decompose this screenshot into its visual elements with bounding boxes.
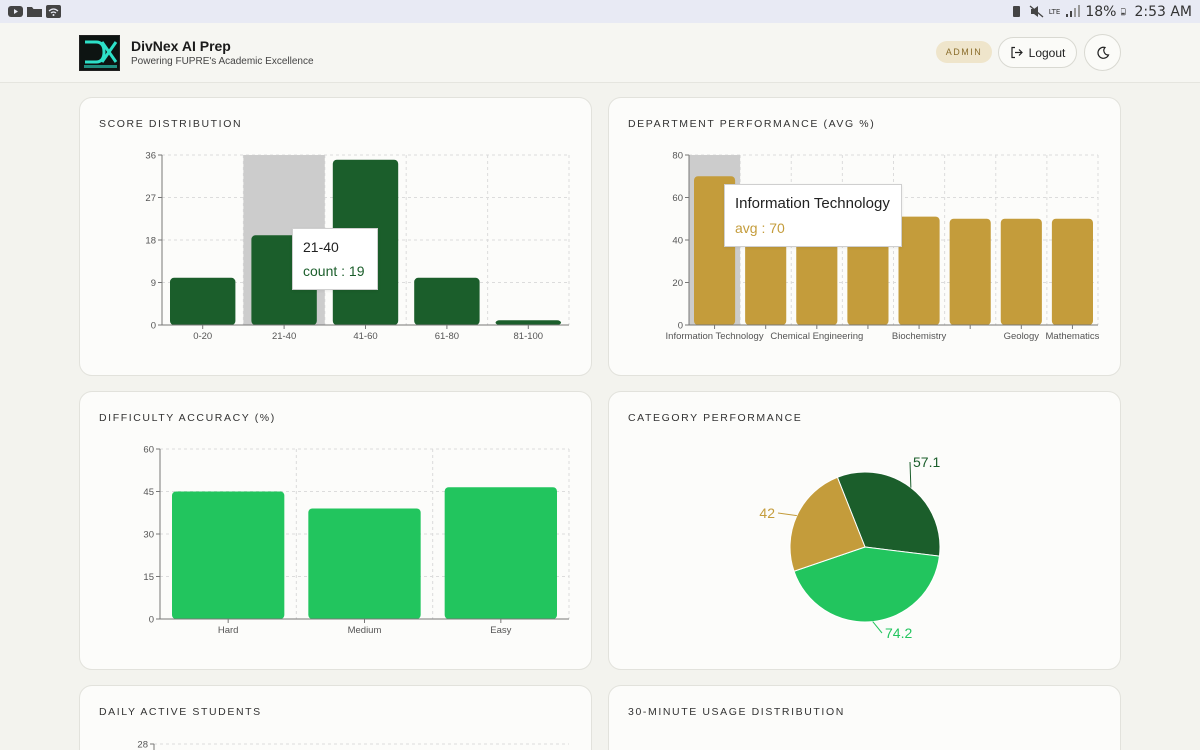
network-type: LTE	[1048, 7, 1061, 16]
x-tick-label: 81-100	[514, 331, 544, 342]
pie-label: 57.1	[913, 454, 940, 470]
admin-role-badge: ADMIN	[936, 41, 992, 63]
y-tick-label: 0	[678, 321, 683, 332]
difficulty-accuracy-card: Difficulty Accuracy (%) 0 15 30 45 60 Hard Med…	[79, 391, 592, 670]
x-tick-label: Easy	[490, 625, 511, 636]
pie-label: 74.2	[885, 625, 912, 641]
usage-distribution-card: 30-Minute Usage Distribution	[608, 685, 1121, 750]
x-tick-label: 0-20	[193, 331, 212, 342]
bar	[495, 320, 561, 325]
category-performance-chart[interactable]: 57.1 74.2 42	[609, 392, 1122, 671]
pie-label: 42	[759, 505, 775, 521]
difficulty-accuracy-chart[interactable]: 0 15 30 45 60 Hard Medium Easy	[80, 392, 593, 671]
tooltip-value: count : 19	[303, 263, 365, 279]
status-right-icons: LTE 18% 2:53 AM	[1009, 4, 1192, 20]
moon-icon	[1096, 46, 1109, 59]
brand-tagline: Powering FUPRE's Academic Excellence	[131, 56, 314, 67]
daily-active-students-chart[interactable]: 28	[80, 686, 593, 750]
card-title: Department Performance (Avg %)	[628, 118, 876, 130]
score-distribution-card: Score Distribution 0 9 18 27 36 0-20 21-40 41-6…	[79, 97, 592, 376]
card-title: Score Distribution	[99, 118, 243, 130]
y-tick-label: 30	[143, 530, 154, 541]
card-title: 30-Minute Usage Distribution	[628, 706, 845, 718]
bar	[949, 218, 991, 325]
y-tick-label: 45	[143, 487, 154, 498]
y-tick-label: 40	[672, 236, 683, 247]
card-title: Difficulty Accuracy (%)	[99, 412, 276, 424]
battery-percent: 18%	[1085, 3, 1117, 20]
brand-logo	[79, 35, 120, 71]
x-tick-label: Information Technology	[666, 331, 764, 342]
divnex-logo-icon	[84, 40, 118, 68]
logout-icon	[1011, 46, 1023, 59]
chart-tooltip: 21-40 count : 19	[292, 228, 378, 290]
app-header: DivNex AI Prep Powering FUPRE's Academic…	[0, 23, 1200, 83]
card-title: Category Performance	[628, 412, 803, 424]
daily-active-students-card: Daily Active Students 28	[79, 685, 592, 750]
bar	[172, 491, 285, 619]
x-tick-label: 21-40	[272, 331, 296, 342]
x-tick-label: Medium	[348, 625, 382, 636]
y-tick-label: 0	[151, 321, 156, 332]
y-tick-label: 80	[672, 151, 683, 162]
tooltip-label: 21-40	[303, 239, 339, 255]
logout-button[interactable]: Logout	[998, 37, 1077, 68]
folder-icon	[27, 7, 42, 17]
brand-name: DivNex AI Prep	[131, 38, 231, 54]
x-tick-label: Mathematics	[1046, 331, 1100, 342]
bar	[898, 216, 940, 325]
system-status-bar: LTE 18% 2:53 AM	[0, 0, 1200, 23]
mute-icon	[1029, 5, 1044, 18]
battery-saver-icon	[1012, 6, 1020, 17]
y-tick-label: 15	[143, 572, 154, 583]
y-tick-label: 60	[143, 445, 154, 456]
tooltip-label: Information Technology	[735, 195, 890, 212]
theme-toggle-button[interactable]	[1084, 34, 1121, 71]
y-tick-label: 20	[672, 278, 683, 289]
category-performance-card: Category Performance 57.1 74.2 42	[608, 391, 1121, 670]
x-tick-label: 41-60	[353, 331, 377, 342]
x-tick-label: Chemical Engineering	[770, 331, 863, 342]
y-tick-label: 28	[137, 740, 148, 750]
status-left-icons	[8, 5, 61, 18]
bar	[1051, 218, 1093, 325]
x-tick-label: Hard	[218, 625, 239, 636]
y-tick-label: 36	[145, 151, 156, 162]
pie-leader-line	[872, 621, 883, 634]
y-tick-label: 9	[151, 278, 156, 289]
card-title: Daily Active Students	[99, 706, 262, 718]
pie-leader-line	[777, 512, 797, 517]
hotspot-icon	[46, 5, 61, 18]
x-tick-label: Biochemistry	[892, 331, 947, 342]
battery-icon	[1121, 8, 1126, 16]
department-performance-card: Department Performance (Avg %) 0 20 40 60 80…	[608, 97, 1121, 376]
chart-tooltip: Information Technology avg : 70	[724, 184, 902, 247]
logout-label: Logout	[1028, 45, 1066, 60]
pie-leader-line	[909, 461, 912, 488]
x-tick-label: Geology	[1004, 331, 1040, 342]
tooltip-value: avg : 70	[735, 220, 785, 236]
y-tick-label: 0	[149, 615, 154, 626]
y-tick-label: 27	[145, 193, 156, 204]
y-tick-label: 60	[672, 193, 683, 204]
bar	[1000, 218, 1042, 325]
bar	[170, 277, 236, 325]
x-tick-label: 61-80	[435, 331, 459, 342]
bar	[308, 508, 421, 619]
youtube-icon	[8, 6, 23, 17]
pie-slice	[836, 471, 941, 557]
bar	[414, 277, 480, 325]
bar	[444, 487, 557, 619]
y-tick-label: 18	[145, 236, 156, 247]
signal-icon	[1066, 5, 1081, 17]
clock: 2:53 AM	[1134, 3, 1192, 20]
